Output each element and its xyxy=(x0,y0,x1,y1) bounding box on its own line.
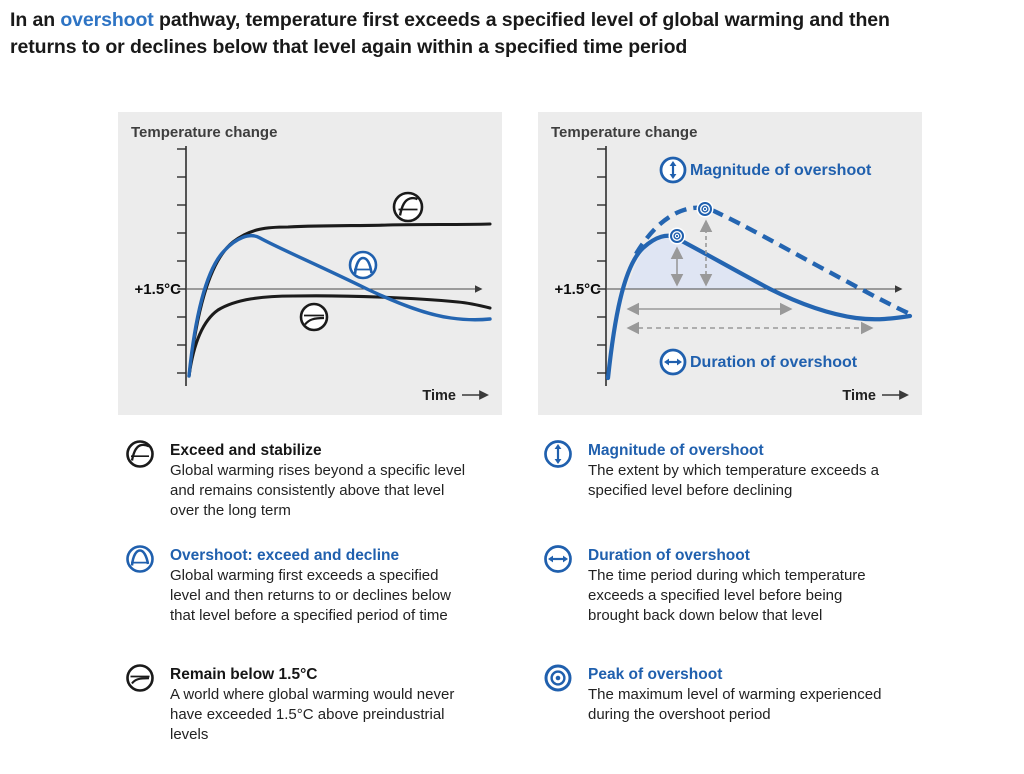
legend-text: Exceed and stabilize Global warming rise… xyxy=(170,441,472,521)
legend-text: Overshoot: exceed and decline Global war… xyxy=(170,546,472,626)
overshoot-curve xyxy=(187,233,492,378)
magnitude-of-overshoot-icon xyxy=(659,156,687,184)
legend-title: Magnitude of overshoot xyxy=(588,442,764,459)
overshoot-anatomy-chart: Temperature change +1.5°C xyxy=(551,124,913,404)
overshoot-shaded-area xyxy=(627,236,770,289)
magnitude-annotation-label: Magnitude of overshoot xyxy=(690,162,872,179)
duration-of-overshoot-icon xyxy=(659,348,687,376)
overshoot-exceed-decline-icon xyxy=(125,544,155,574)
peak-marker-solid xyxy=(668,227,686,245)
overshoot-anatomy-panel: Temperature change +1.5°C xyxy=(538,112,922,415)
legend-text: Peak of overshoot The maximum level of w… xyxy=(588,665,890,725)
page-title: In an overshoot pathway, temperature fir… xyxy=(10,7,1016,61)
pathways-chart-panel: Temperature change +1.5°C xyxy=(118,112,502,415)
y-axis-title: Temperature change xyxy=(551,124,697,141)
legend-description: The maximum level of warming experienced… xyxy=(588,686,882,723)
legend-text: Duration of overshoot The time period du… xyxy=(588,546,890,626)
larger-overshoot-dashed-curve xyxy=(634,205,911,316)
peak-of-overshoot-icon xyxy=(543,663,573,693)
y-axis-ticks xyxy=(597,148,606,374)
peak-marker-dashed xyxy=(696,200,714,218)
legend-description: Global warming rises beyond a specific l… xyxy=(170,462,466,519)
legend-text: Magnitude of overshoot The extent by whi… xyxy=(588,441,890,501)
legend-item-remain-below: Remain below 1.5°C A world where global … xyxy=(125,663,535,745)
remain-below-icon xyxy=(125,663,155,693)
threshold-label: +1.5°C xyxy=(135,281,182,298)
title-line1-rest: pathway, temperature first exceeds a spe… xyxy=(153,9,890,31)
remain-below-icon xyxy=(299,302,329,332)
exceed-stabilize-icon xyxy=(125,439,155,469)
y-axis-ticks xyxy=(177,148,186,374)
legend-item-peak: Peak of overshoot The maximum level of w… xyxy=(543,663,953,725)
x-axis-title: Time xyxy=(422,388,456,404)
legend-item-overshoot: Overshoot: exceed and decline Global war… xyxy=(125,544,535,626)
legend-item-duration: Duration of overshoot The time period du… xyxy=(543,544,953,626)
legend-item-magnitude: Magnitude of overshoot The extent by whi… xyxy=(543,439,953,501)
duration-of-overshoot-icon xyxy=(543,544,573,574)
legend-title: Remain below 1.5°C xyxy=(170,666,318,683)
legend-description: A world where global warming would never… xyxy=(170,686,455,743)
legend-item-exceed-stabilize: Exceed and stabilize Global warming rise… xyxy=(125,439,535,521)
legend-text: Remain below 1.5°C A world where global … xyxy=(170,665,472,745)
duration-annotation-label: Duration of overshoot xyxy=(690,354,858,371)
legend-title: Overshoot: exceed and decline xyxy=(170,547,400,564)
legend-description: The extent by which temperature exceeds … xyxy=(588,462,879,499)
exceed-stabilize-icon xyxy=(392,191,424,223)
title-line2: returns to or declines below that level … xyxy=(10,36,688,58)
legend-description: The time period during which temperature… xyxy=(588,567,866,624)
pathways-chart: Temperature change +1.5°C xyxy=(131,124,492,404)
overshoot-icon xyxy=(348,250,378,280)
legend-title: Peak of overshoot xyxy=(588,666,723,683)
legend-title: Exceed and stabilize xyxy=(170,442,322,459)
title-highlight-overshoot: overshoot xyxy=(60,9,154,31)
remain-below-curve xyxy=(187,294,492,378)
legend-description: Global warming first exceeds a specified… xyxy=(170,567,452,624)
y-axis-title: Temperature change xyxy=(131,124,277,141)
magnitude-of-overshoot-icon xyxy=(543,439,573,469)
legend-title: Duration of overshoot xyxy=(588,547,750,564)
title-pre: In an xyxy=(10,9,61,31)
threshold-label: +1.5°C xyxy=(555,281,602,298)
x-axis-title: Time xyxy=(842,388,876,404)
